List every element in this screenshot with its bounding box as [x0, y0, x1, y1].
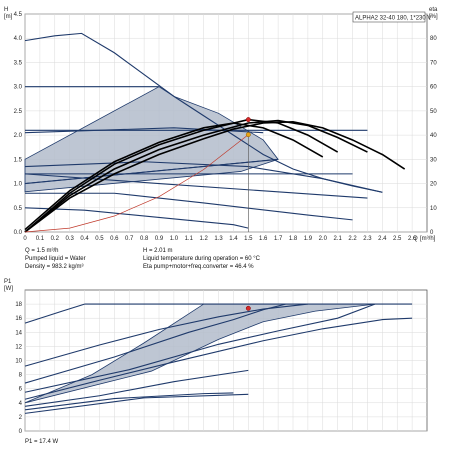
top-y2-tick: 50	[430, 109, 437, 115]
top-x-unit: [m³/h]	[420, 236, 436, 242]
bottom-series-speed	[24, 303, 376, 393]
top-x-tick: 0.7	[125, 236, 134, 242]
top-series-group	[24, 32, 406, 233]
top-series-eta-curve	[24, 122, 324, 231]
top-y-label: H	[4, 7, 8, 13]
bottom-y-tick: 2	[19, 415, 23, 421]
bottom-y-tick: 14	[15, 330, 22, 336]
top-x-tick: 0.6	[110, 236, 119, 242]
top-y-tick: 1.5	[14, 157, 23, 163]
info-q: Q = 1.5 m³/h	[25, 248, 59, 254]
bottom-y-unit: [W]	[4, 286, 13, 292]
bottom-y-tick: 8	[19, 373, 23, 379]
top-x-tick: 2.2	[348, 236, 357, 242]
top-y2-tick: 40	[430, 133, 437, 139]
power-area-polygon	[24, 303, 375, 404]
bottom-y-tick: 10	[15, 359, 22, 365]
top-x-tick: 2.4	[378, 236, 387, 242]
info-temp: Liquid temperature during operation = 60…	[143, 256, 261, 262]
chart-title: ALPHA2 32-40 180, 1*230 V	[355, 16, 431, 22]
top-x-tick: 2.0	[319, 236, 328, 242]
bottom-y-tick: 12	[15, 344, 22, 350]
bottom-y-tick: 16	[15, 316, 22, 322]
bottom-tick-labels: 0 2 4 6 8 10 12 14 16 18	[15, 302, 22, 435]
top-x-tick: 0.1	[36, 236, 45, 242]
bottom-operating-area	[24, 303, 375, 404]
info-density: Density = 983.2 kg/m³	[25, 264, 84, 270]
info-p1: P1 = 17.4 W	[25, 439, 59, 445]
top-x-tick: 0.2	[51, 236, 60, 242]
bottom-y-tick: 4	[19, 401, 23, 407]
top-y2-tick: 30	[430, 157, 437, 163]
top-x-tick: 1.4	[229, 236, 238, 242]
bottom-series-speed	[24, 392, 234, 411]
bottom-y-tick: 18	[15, 302, 22, 308]
title-box	[352, 11, 426, 23]
top-y-tick: 1.0	[14, 182, 23, 188]
top-x-tick: 0.4	[80, 236, 89, 242]
top-series-prop-pressure	[24, 158, 279, 185]
top-x-tick: 1.3	[214, 236, 223, 242]
top-y2-tick: 0	[430, 230, 434, 236]
bottom-y-label: P1	[4, 279, 12, 285]
top-y2-unit: [%]	[429, 14, 438, 20]
top-y-unit: [m]	[4, 14, 13, 20]
info-liquid: Pumped liquid = Water	[25, 256, 86, 262]
top-y2-tick: 70	[430, 60, 437, 66]
top-x-tick: 1.5	[244, 236, 253, 242]
top-x-tick: 2.6	[408, 236, 417, 242]
top-x-label: Q	[413, 236, 418, 242]
top-x-tick: 1.6	[259, 236, 268, 242]
top-series-eta-curve	[24, 118, 339, 233]
top-x-tick: 1.8	[289, 236, 298, 242]
bottom-series-speed	[24, 303, 286, 384]
top-x-tick: 0.8	[140, 236, 149, 242]
eta-point-marker	[245, 117, 251, 123]
top-tick-labels: 0 0.1 0.2 0.3 0.4 0.5 0.6 0.7 0.8 0.9 1.0 1.1 1.2 1.3…	[14, 12, 438, 242]
info-eta: Eta pump+motor+freq.converter = 46.4 %	[143, 264, 254, 270]
top-y-tick: 3.5	[14, 60, 23, 66]
top-y-tick: 2.0	[14, 133, 23, 139]
top-y2-label: eta	[429, 7, 438, 13]
top-series-speed-curve	[24, 207, 249, 229]
duty-point-marker	[245, 132, 251, 138]
top-x-tick: 1.1	[185, 236, 194, 242]
info-h: H = 2.01 m	[143, 248, 173, 254]
bottom-y-tick: 6	[19, 387, 23, 393]
top-series-system-curve	[24, 134, 249, 233]
top-x-tick: 0	[23, 236, 27, 242]
top-series-prop-pressure	[24, 127, 264, 134]
top-y2-tick: 80	[430, 36, 437, 42]
bottom-series-speed	[24, 369, 249, 407]
top-x-tick: 1.7	[274, 236, 283, 242]
top-x-tick: 1.0	[170, 236, 179, 242]
top-y2-tick: 60	[430, 85, 437, 91]
bottom-series-speed	[24, 393, 249, 414]
bottom-series-rise	[24, 303, 85, 324]
bottom-y-tick: 0	[19, 429, 23, 435]
top-y2-tick: 20	[430, 182, 437, 188]
top-y-tick: 4.0	[14, 36, 23, 42]
top-x-tick: 2.5	[393, 236, 402, 242]
top-y-tick: 2.5	[14, 109, 23, 115]
top-x-tick: 2.3	[363, 236, 372, 242]
top-x-tick: 1.2	[199, 236, 208, 242]
top-x-tick: 1.9	[304, 236, 313, 242]
top-series-speed-curve	[25, 192, 353, 221]
top-y2-tick: 10	[430, 206, 437, 212]
top-y-tick: 4.5	[14, 12, 23, 18]
top-y-tick: 3.0	[14, 85, 23, 91]
top-x-tick: 2.1	[333, 236, 342, 242]
top-series-eta-curve	[24, 119, 368, 233]
top-x-tick: 0.3	[65, 236, 74, 242]
top-x-tick: 0.9	[155, 236, 164, 242]
top-x-tick: 0.5	[95, 236, 104, 242]
bottom-series-const	[24, 317, 413, 400]
top-y-tick: 0.5	[14, 206, 23, 212]
top-y-tick: 0.0	[14, 230, 23, 236]
power-point-marker	[245, 305, 251, 311]
bottom-series-group	[24, 303, 413, 414]
